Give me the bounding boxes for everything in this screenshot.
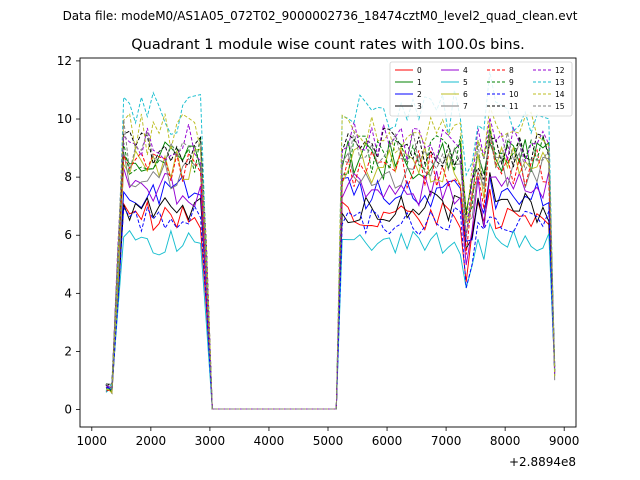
y-tick-label: 12 [57, 54, 72, 68]
series-layer [105, 71, 556, 410]
legend-frame [389, 61, 573, 117]
legend-label-15: 15 [555, 102, 565, 111]
y-tick-label: 2 [64, 344, 72, 358]
x-tick-label: 7000 [431, 434, 462, 448]
legend-label-0: 0 [417, 66, 422, 75]
x-tick-label: 9000 [549, 434, 580, 448]
x-axis-offset-label: +2.8894e8 [509, 455, 576, 469]
legend-label-6: 6 [463, 90, 468, 99]
x-tick-label: 1000 [77, 434, 108, 448]
x-tick-label: 6000 [372, 434, 403, 448]
legend-label-14: 14 [555, 90, 565, 99]
series-line-15 [105, 119, 556, 410]
x-tick-label: 5000 [313, 434, 344, 448]
x-tick-label: 4000 [254, 434, 285, 448]
x-tick-label: 2000 [136, 434, 167, 448]
x-axis: 1000 2000 3000 4000 5000 6000 7000 8000 9000 [77, 427, 580, 448]
x-tick-label: 3000 [195, 434, 226, 448]
legend-label-7: 7 [463, 102, 468, 111]
legend-label-5: 5 [463, 78, 468, 87]
y-tick-label: 10 [57, 112, 72, 126]
y-tick-label: 8 [64, 170, 72, 184]
y-axis: 0 2 4 6 8 10 12 [57, 54, 80, 417]
legend-label-3: 3 [417, 102, 422, 111]
legend-label-11: 11 [509, 102, 519, 111]
x-tick-label: 8000 [490, 434, 521, 448]
legend-label-1: 1 [417, 78, 422, 87]
legend-label-4: 4 [463, 66, 468, 75]
legend-label-9: 9 [509, 78, 514, 87]
legend-label-12: 12 [555, 66, 565, 75]
figure-suptitle: Data file: modeM0/AS1A05_072T02_90000027… [63, 9, 578, 23]
legend-label-2: 2 [417, 90, 422, 99]
y-tick-label: 4 [64, 286, 72, 300]
legend-label-8: 8 [509, 66, 514, 75]
y-tick-label: 6 [64, 228, 72, 242]
legend-label-10: 10 [509, 90, 519, 99]
legend-label-13: 13 [555, 78, 565, 87]
y-tick-label: 0 [64, 403, 72, 417]
chart-title: Quadrant 1 module wise count rates with … [131, 37, 525, 53]
